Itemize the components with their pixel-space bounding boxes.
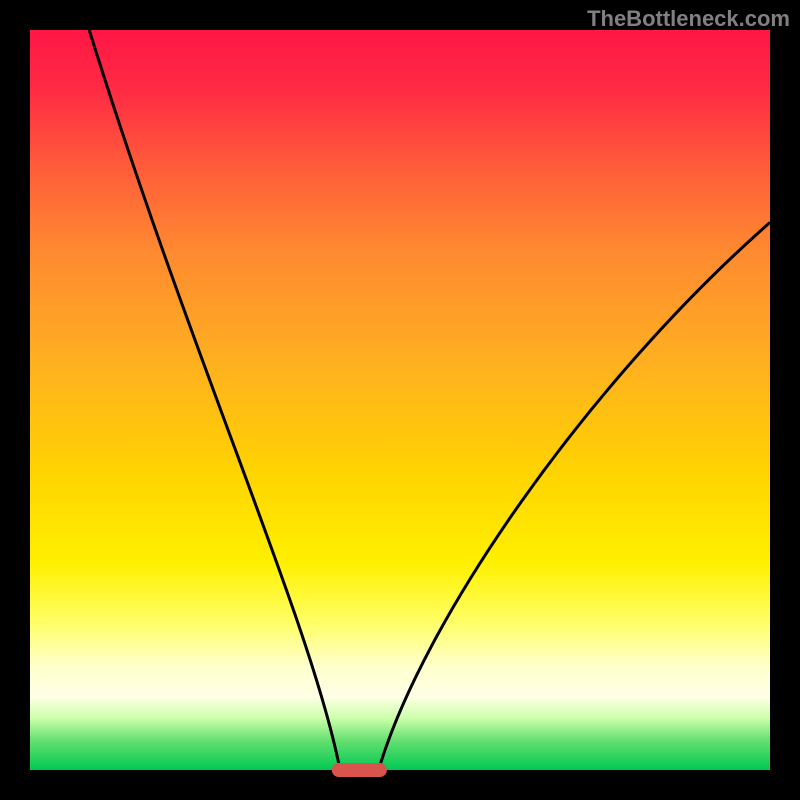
plot-area-background xyxy=(30,30,770,770)
optimal-marker xyxy=(332,763,387,777)
bottleneck-chart: TheBottleneck.com xyxy=(0,0,800,800)
chart-svg xyxy=(0,0,800,800)
watermark-label: TheBottleneck.com xyxy=(587,6,790,32)
